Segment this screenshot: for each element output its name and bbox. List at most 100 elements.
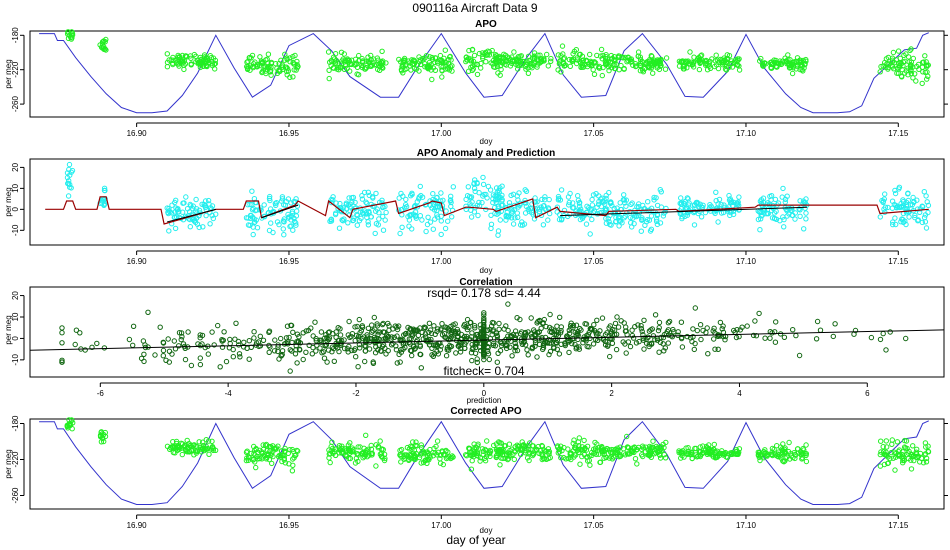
- data-point-1-577: [558, 217, 565, 223]
- data-point-1-369: [425, 214, 431, 221]
- data-point-0-312: [448, 57, 454, 63]
- data-point-3-939: [889, 437, 895, 443]
- corr-point-675: [356, 316, 362, 323]
- data-point-0-599: [591, 59, 598, 65]
- data-point-0-13: [65, 29, 71, 35]
- data-point-0-119: [257, 54, 263, 60]
- data-point-0-351: [416, 54, 422, 60]
- data-point-1-11: [64, 170, 71, 176]
- corr-point-159: [362, 358, 368, 365]
- data-point-0-103: [177, 53, 183, 60]
- corr-point-181: [430, 353, 437, 359]
- data-point-1-170: [248, 212, 254, 219]
- data-point-1-269: [373, 190, 379, 197]
- data-point-1-590: [556, 216, 563, 223]
- data-point-0-558: [574, 55, 581, 61]
- corr-point-123: [633, 340, 640, 346]
- corr-point-419: [790, 327, 796, 333]
- data-point-1-670: [638, 228, 644, 234]
- corr-point-513: [694, 327, 700, 334]
- data-point-1-40: [210, 215, 217, 222]
- data-point-0-160: [285, 65, 291, 72]
- data-point-1-674: [622, 200, 628, 206]
- data-point-1-939: [919, 219, 925, 226]
- data-point-1-56: [169, 202, 175, 208]
- panel-corrected-axes: 16.90 16.95 17.00 17.05 17.10 17.15-180-220-2…: [11, 415, 948, 530]
- data-point-1-644: [654, 221, 661, 228]
- data-point-0-273: [328, 57, 334, 64]
- data-point-0-132: [290, 74, 296, 80]
- data-point-1-218: [332, 211, 339, 218]
- data-point-0-390: [474, 71, 481, 78]
- data-point-1-351: [438, 231, 444, 238]
- panel-apo-frame: [29, 30, 945, 118]
- data-point-0-508: [544, 51, 550, 58]
- data-point-1-58: [200, 224, 206, 230]
- panel-correlation-axes: -6 -4 -2 0 2 4 6 20 10 0 -10: [11, 291, 870, 398]
- data-point-0-502: [545, 63, 551, 69]
- data-point-1-499: [518, 222, 524, 228]
- data-point-1-77: [180, 200, 186, 206]
- data-point-0-611: [583, 58, 589, 64]
- corr-point-645: [486, 356, 492, 363]
- corr-point-880: [547, 311, 553, 318]
- corr-point-601: [528, 315, 534, 321]
- corr-point-49: [554, 323, 560, 329]
- data-point-1-794: [678, 201, 684, 208]
- x-tick-label-0-4: 17.10: [736, 129, 757, 138]
- data-point-1-863: [780, 185, 786, 192]
- panel-apo-axes: 16.90 16.95 17.00 17.05 17.10 17.15 -180 -220 -2…: [11, 27, 948, 138]
- x-tick-label-0-0: 16.90: [127, 129, 148, 138]
- data-point-0-693: [663, 55, 670, 61]
- corr-point-131: [471, 323, 478, 329]
- data-point-3-372: [416, 454, 423, 461]
- data-point-1-832: [797, 213, 803, 220]
- data-point-0-264: [365, 54, 371, 60]
- data-point-1-259: [352, 199, 358, 206]
- data-point-1-179: [281, 219, 287, 225]
- data-point-1-864: [803, 216, 809, 222]
- data-point-0-706: [643, 60, 649, 66]
- data-point-1-729: [691, 222, 698, 228]
- corr-point-785: [397, 359, 403, 365]
- data-point-1-187: [267, 193, 273, 200]
- panel-anomaly-axes: 16.90 16.95 17.00 17.05 17.10 17.15 20 10 0 -10: [11, 162, 909, 266]
- data-point-1-1: [66, 161, 73, 168]
- data-point-0-287: [342, 57, 348, 63]
- data-point-1-307: [406, 223, 412, 229]
- x-tick-label-3-5: 17.15: [888, 521, 909, 530]
- data-point-1-705: [651, 194, 657, 201]
- y-tick-label-2-1: 10: [11, 312, 20, 321]
- data-point-0-957: [919, 80, 925, 87]
- data-point-1-411: [499, 183, 505, 189]
- data-point-0-928: [908, 59, 915, 65]
- data-point-0-779: [684, 59, 690, 65]
- data-point-0-521: [514, 60, 521, 66]
- data-point-0-426: [469, 63, 476, 69]
- data-point-1-285: [363, 209, 370, 216]
- corr-point-93: [152, 352, 158, 358]
- data-point-1-370: [409, 191, 415, 198]
- data-point-0-958: [895, 48, 902, 54]
- data-point-0-377: [411, 61, 417, 68]
- data-point-1-773: [721, 202, 727, 208]
- data-point-1-609: [606, 189, 612, 196]
- data-point-1-213: [368, 214, 374, 220]
- data-point-3-912: [889, 441, 895, 447]
- data-point-3-700: [632, 456, 639, 462]
- corr-point-334: [883, 347, 889, 353]
- panel-correlation-annotation: rsqd= 0.178 sd= 4.44: [427, 286, 541, 300]
- data-point-1-963: [898, 204, 905, 210]
- data-point-1-176: [266, 195, 273, 202]
- corr-point-789: [638, 326, 645, 332]
- corr-point-560: [613, 346, 620, 353]
- data-point-1-880: [782, 196, 789, 203]
- y-tick-label-1-2: 0: [11, 207, 20, 212]
- data-point-1-503: [508, 215, 515, 221]
- data-point-0-886: [790, 65, 796, 71]
- data-point-0-406: [479, 50, 486, 56]
- corr-point-117: [394, 333, 400, 339]
- corr-point-523: [439, 321, 445, 327]
- data-point-1-247: [376, 216, 382, 222]
